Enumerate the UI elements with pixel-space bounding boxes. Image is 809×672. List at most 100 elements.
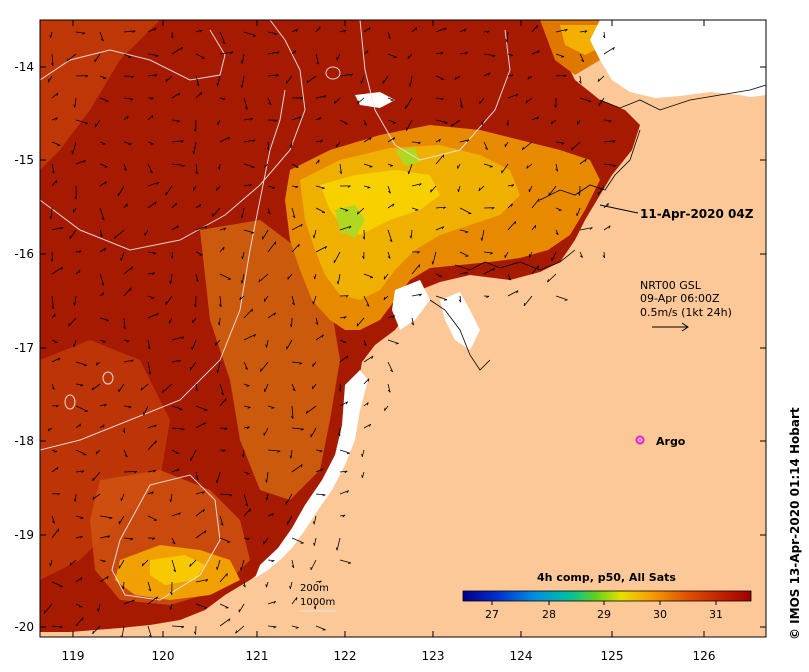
current-vector [51,515,55,524]
current-vector-head [418,264,421,268]
current-vector [315,185,325,189]
current-vector [459,271,468,275]
current-vector-head [265,479,268,483]
current-vector [527,75,533,80]
current-vector [409,75,413,87]
current-vector [99,515,113,519]
current-vector-head [83,160,86,163]
current-vector-head [156,182,160,185]
current-vector [291,116,302,121]
current-legend-line2: 09-Apr 06:00Z [640,292,720,305]
current-vector [314,537,317,546]
current-vector-head [393,137,396,141]
current-vector [387,163,394,167]
current-vector [219,31,226,44]
current-vector [219,317,221,326]
current-vector [339,163,342,174]
current-vector [310,427,317,438]
current-vector [171,163,185,166]
current-vector [267,601,276,605]
current-vector [363,402,369,407]
current-vector-head [154,424,157,428]
current-vector [459,251,469,257]
current-vector-head [393,56,397,59]
current-vector-head [584,30,588,34]
current-vector [291,50,296,55]
current-vector-head [324,246,328,250]
current-vector-head [458,299,462,303]
current-vector [339,449,350,454]
current-vector [219,295,222,307]
x-axis: 119 120 121 122 123 124 125 126 [62,20,715,663]
current-vector [75,493,77,502]
current-vector [123,581,125,590]
current-vector-head [361,474,363,478]
current-vector [241,75,245,88]
current-vector [339,29,347,33]
current-vector-head [506,122,509,126]
current-vector [555,163,558,172]
current-vector-head [289,455,292,459]
current-vector-head [312,521,315,525]
current-vector-head [360,80,362,84]
current-vector [171,92,181,99]
current-vector [531,265,539,275]
current-vector [118,515,125,525]
current-vector [315,580,322,583]
current-vector-head [419,183,422,186]
current-vector [267,74,279,77]
current-vector-head [154,201,157,205]
current-vector [481,229,485,241]
no-data-coast [392,280,430,330]
current-vector-head [536,25,538,29]
current-vector [147,27,157,33]
current-vector [337,273,341,285]
current-vector-head [200,91,203,96]
current-vector-head [362,255,365,259]
current-vector-head [367,187,371,189]
current-vector [165,185,173,196]
current-vector [435,27,447,33]
current-vector [51,383,55,390]
current-vector [43,603,53,614]
current-vector-head [438,139,441,143]
current-vector [267,51,280,55]
current-vector-head [392,203,395,207]
current-vector-head [104,166,108,168]
argo-float-marker[interactable] [635,435,645,445]
current-vector-head [128,143,132,146]
current-vector-head [246,538,250,541]
current-vector-head [295,186,299,189]
current-vector-head [240,567,242,571]
current-vector-head [555,232,559,236]
current-vector-head [273,601,276,604]
current-vector [123,339,130,342]
current-vector-head [195,279,199,282]
current-vector-head [224,427,228,430]
current-vector [315,334,324,341]
current-vector [75,449,87,456]
current-vector-head [525,99,528,103]
current-vector [506,31,509,43]
current-vector [219,618,231,627]
current-vector-head [223,227,227,231]
current-vector-head [584,158,587,162]
current-vector [459,295,462,303]
current-vector [291,361,303,364]
current-vector-head [59,626,63,629]
current-vector-head [122,430,126,434]
current-vector-head [287,276,289,280]
current-vector-head [313,276,316,280]
current-vector [243,361,248,370]
current-vector [123,427,126,433]
current-vector-head [58,357,61,361]
current-vector [291,163,299,168]
current-vector [579,53,585,62]
current-vector [555,295,568,301]
current-vector [189,361,197,371]
current-vector-head [561,142,565,145]
current-vector [435,273,442,277]
current-vector [123,317,126,329]
current-vector [387,137,396,143]
current-vector-head [102,341,106,343]
